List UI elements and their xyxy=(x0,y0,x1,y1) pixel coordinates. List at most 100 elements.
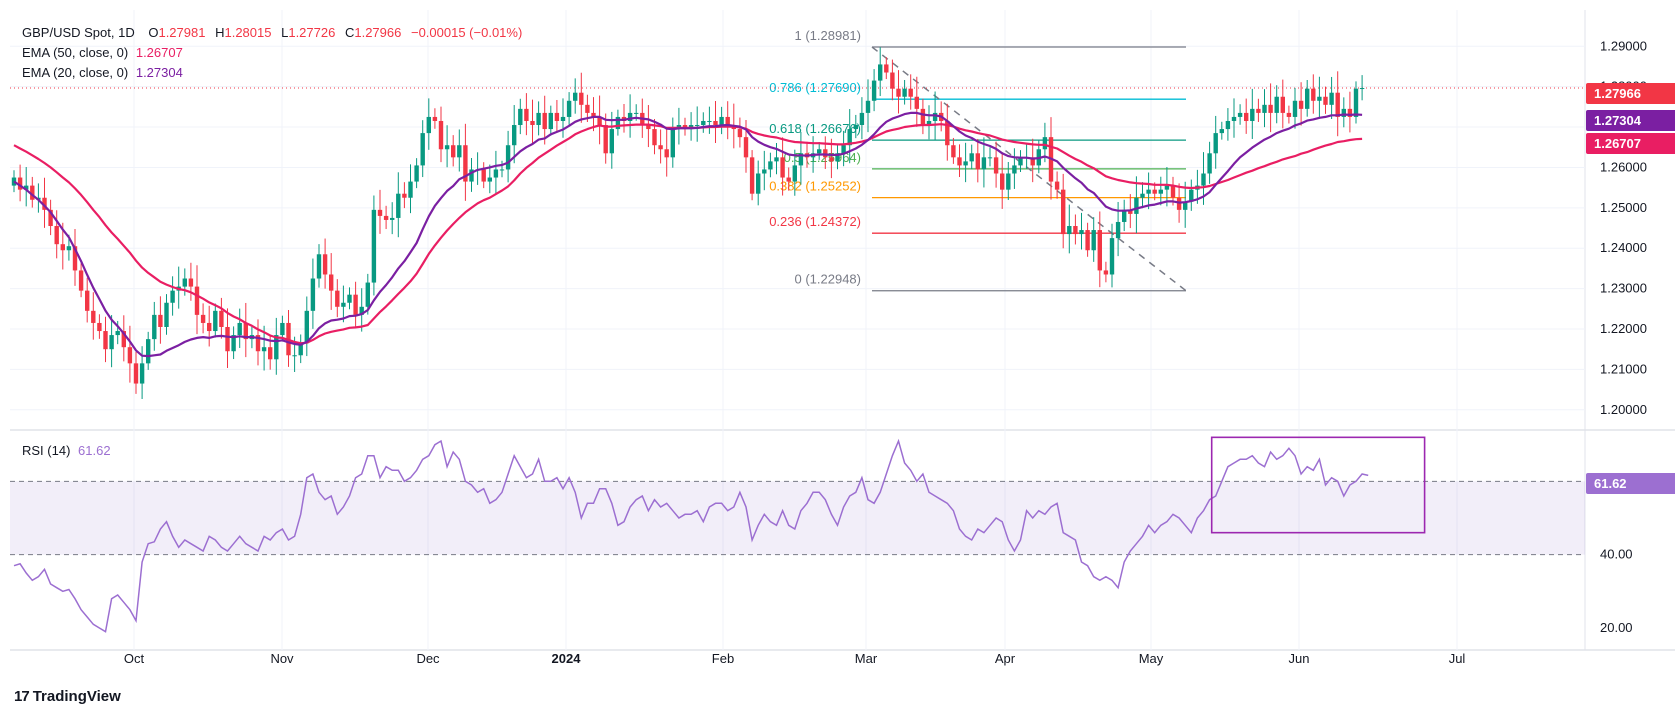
y-tick-label: 1.26000 xyxy=(1600,159,1647,174)
candle-body xyxy=(54,226,59,245)
candle-body xyxy=(420,133,425,166)
candle-body xyxy=(1122,209,1127,222)
candle-body xyxy=(127,347,133,364)
rsi-highlight-box xyxy=(1210,436,1426,534)
rsi-tick-label: 40.00 xyxy=(1600,547,1633,562)
candle-body xyxy=(817,149,822,154)
price-tag-ema50: 1.26707 xyxy=(1586,133,1675,154)
candle-body xyxy=(408,181,413,198)
tradingview-logo[interactable]: 17 TradingView xyxy=(14,688,121,705)
candle-body xyxy=(115,331,120,336)
candle-body xyxy=(499,169,505,171)
candle-body xyxy=(798,153,804,166)
candle-body xyxy=(932,112,938,121)
candle-body xyxy=(835,153,840,162)
candle-body xyxy=(707,120,712,122)
candle-body xyxy=(109,335,114,350)
x-tick-label: Mar xyxy=(855,651,878,666)
candle-body xyxy=(627,112,633,121)
candle-body xyxy=(1298,100,1304,109)
fib-level-label: 0 (1.22948) xyxy=(795,272,862,287)
candle-body xyxy=(1103,270,1109,275)
candle-body xyxy=(518,108,523,126)
candle-body xyxy=(1073,226,1078,235)
y-tick-label: 1.22000 xyxy=(1600,321,1647,336)
candle-body xyxy=(1183,201,1188,210)
candle-body xyxy=(981,157,987,170)
candle-body xyxy=(438,120,444,150)
candle-body xyxy=(542,112,547,130)
candle-body xyxy=(664,149,669,158)
candle-body xyxy=(182,278,187,287)
candle-body xyxy=(658,145,663,150)
candle-body xyxy=(1244,112,1249,121)
candle-body xyxy=(871,80,877,101)
candle-body xyxy=(926,120,932,126)
candle-body xyxy=(1164,185,1170,190)
candle-body xyxy=(829,157,834,162)
candle-body xyxy=(268,347,273,360)
candle-body xyxy=(219,310,224,327)
x-tick-label: Nov xyxy=(270,651,294,666)
fib-level-label: 0.236 (1.24372) xyxy=(769,214,861,229)
x-tick-label: 2024 xyxy=(552,651,582,666)
candle-body xyxy=(146,339,151,364)
candle-body xyxy=(1054,181,1060,190)
x-tick-label: Oct xyxy=(124,651,145,666)
candle-body xyxy=(878,64,883,81)
candle-body xyxy=(957,157,962,166)
candle-body xyxy=(585,104,590,113)
candle-body xyxy=(786,177,791,182)
candle-body xyxy=(48,209,53,227)
candle-body xyxy=(1061,189,1066,235)
candle-body xyxy=(237,322,242,336)
candle-body xyxy=(1146,189,1151,194)
candle-body xyxy=(566,100,572,117)
candle-body xyxy=(1170,185,1176,198)
candle-body xyxy=(11,177,17,186)
candle-body xyxy=(444,145,450,150)
candle-body xyxy=(121,331,126,348)
candle-body xyxy=(1231,116,1237,121)
candle-body xyxy=(847,129,852,146)
candle-body xyxy=(1347,108,1353,117)
candle-body xyxy=(1225,120,1231,130)
candle-body xyxy=(1097,230,1102,271)
candle-body xyxy=(548,112,553,130)
legend-close: 1.27966 xyxy=(354,25,402,40)
candle-body xyxy=(1292,100,1298,117)
candle-body xyxy=(335,290,340,307)
candle-body xyxy=(749,157,755,194)
candle-body xyxy=(963,161,968,166)
x-tick-label: Jun xyxy=(1289,651,1310,666)
candle-body xyxy=(1280,96,1285,113)
candle-body xyxy=(737,129,743,138)
candle-body xyxy=(200,314,206,323)
candle-body xyxy=(719,116,724,126)
candle-body xyxy=(902,88,907,97)
candle-body xyxy=(823,149,828,158)
legend-low: 1.27726 xyxy=(288,25,336,40)
candle-body xyxy=(646,125,651,130)
candle-body xyxy=(469,169,474,182)
candle-body xyxy=(194,286,200,315)
candle-body xyxy=(865,100,871,113)
candle-body xyxy=(1012,165,1017,174)
candle-body xyxy=(353,294,358,315)
candle-body xyxy=(1030,157,1035,166)
candle-body xyxy=(243,322,248,340)
candle-body xyxy=(792,165,797,182)
candle-body xyxy=(896,88,901,97)
candle-body xyxy=(1000,173,1005,190)
legend-rsi-label: RSI (14) xyxy=(22,443,71,458)
candle-body xyxy=(1079,230,1084,235)
candle-body xyxy=(1085,230,1090,251)
candle-body xyxy=(1128,209,1133,214)
candle-body xyxy=(78,270,84,291)
candle-body xyxy=(884,64,889,73)
legend-rsi: RSI (14) 61.62 xyxy=(22,443,111,459)
candle-body xyxy=(743,137,749,158)
candle-body xyxy=(371,209,377,283)
candle-body xyxy=(652,129,657,146)
